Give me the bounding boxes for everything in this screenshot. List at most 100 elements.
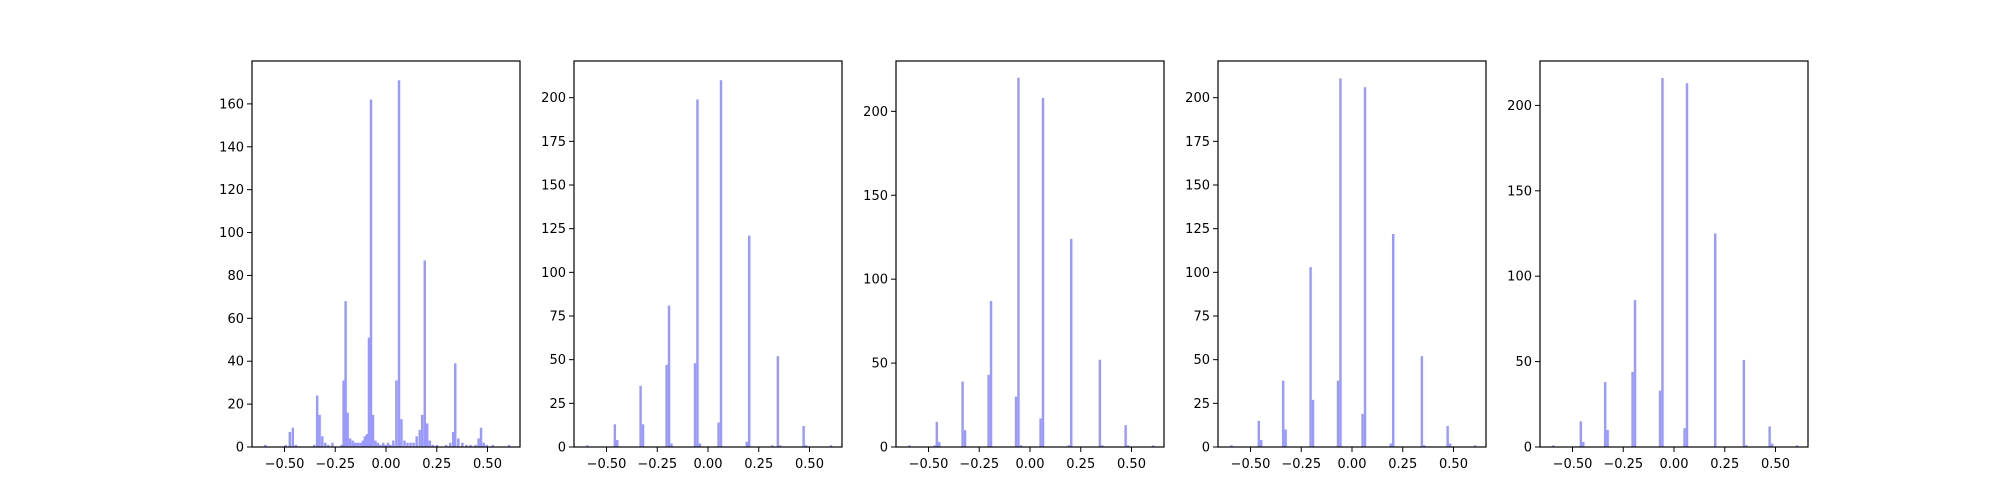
y-tick-label: 175 xyxy=(1185,135,1210,150)
x-tick-label: 0.00 xyxy=(372,457,401,472)
x-tick-label: −0.25 xyxy=(637,457,677,472)
histogram-bar xyxy=(1124,425,1127,447)
histogram-bar xyxy=(1284,429,1287,447)
histogram-bar xyxy=(376,442,380,447)
histogram-bar xyxy=(418,429,421,447)
histogram-bar xyxy=(294,444,298,447)
histogram-bar xyxy=(1603,382,1607,447)
x-tick-label: −0.25 xyxy=(315,457,355,472)
x-tick-label: 0.00 xyxy=(1660,457,1689,472)
histogram-bar xyxy=(451,431,455,447)
histogram-bar xyxy=(444,444,448,447)
histogram-bar xyxy=(415,436,418,447)
histogram-bar xyxy=(324,442,327,447)
y-tick-label: 0 xyxy=(558,441,566,456)
histogram-bar xyxy=(461,442,464,447)
histogram-bar xyxy=(641,424,645,447)
histogram-bar xyxy=(1067,445,1070,447)
histogram-bar xyxy=(348,438,352,447)
x-tick-label: 0.00 xyxy=(1016,457,1045,472)
histogram-bar xyxy=(1658,390,1662,447)
histogram-bar xyxy=(395,380,398,447)
histogram-bar xyxy=(719,80,723,448)
histogram-bar xyxy=(961,381,964,447)
histogram-bar xyxy=(1714,233,1717,447)
histogram-bar xyxy=(829,445,833,447)
x-tick-label: 0.00 xyxy=(694,457,723,472)
histogram-bar xyxy=(264,444,267,447)
y-tick-label: 100 xyxy=(219,226,244,241)
histogram-bar xyxy=(420,414,424,447)
x-tick-label: 0.25 xyxy=(744,457,773,472)
y-tick-label: 125 xyxy=(1185,222,1210,237)
histogram-bars xyxy=(264,80,511,448)
histogram-panel-2: −0.50 −0.25 0.00 0.25 0.50 0 25 50 75 100 125 150 17… xyxy=(541,60,843,472)
histogram-bar xyxy=(1017,77,1020,447)
y-tick-label: 200 xyxy=(1185,91,1210,106)
y-tick-label: 140 xyxy=(219,140,244,155)
y-tick-label: 80 xyxy=(227,269,244,284)
y-tick-label: 0 xyxy=(236,441,244,456)
histogram-bar xyxy=(359,442,362,447)
histogram-bar xyxy=(1151,445,1155,447)
histogram-bar xyxy=(963,430,967,447)
y-tick-label: 125 xyxy=(541,222,566,237)
y-tick-label: 150 xyxy=(1507,184,1532,199)
histogram-bar xyxy=(779,445,782,447)
x-tick-label: −0.50 xyxy=(1553,457,1593,472)
histogram-bar xyxy=(435,444,439,447)
histogram-bar xyxy=(804,445,808,447)
histogram-bar xyxy=(1014,396,1018,447)
histogram-bar xyxy=(1311,399,1315,447)
histogram-panel-1: −0.50 −0.25 0.00 0.25 0.50 0 20 40 60 80 100 120 140… xyxy=(219,60,521,472)
y-tick-label: 200 xyxy=(863,105,888,120)
histogram-bar xyxy=(1745,445,1748,447)
histogram-bar xyxy=(351,440,354,447)
histogram-bar xyxy=(696,99,699,448)
histogram-bar xyxy=(344,301,347,447)
histogram-bar xyxy=(381,442,385,447)
y-tick-label: 150 xyxy=(541,179,566,194)
x-tick-label: 0.25 xyxy=(1710,457,1739,472)
x-tick-label: −0.50 xyxy=(587,457,627,472)
histogram-bar xyxy=(431,444,435,447)
histogram-bar xyxy=(367,337,371,447)
histogram-bar xyxy=(1260,440,1263,447)
histogram-bar xyxy=(321,436,324,447)
histogram-bar xyxy=(1281,380,1285,447)
histogram-bar xyxy=(1420,356,1424,447)
histogram-panel-3: −0.50 −0.25 0.00 0.25 0.50 0 50 100 150 200 xyxy=(863,60,1165,472)
histogram-bar xyxy=(987,374,990,447)
histogram-bar xyxy=(327,444,330,447)
histogram-bar xyxy=(1552,445,1555,447)
histogram-bars xyxy=(1552,78,1799,447)
histogram-bar xyxy=(1742,359,1746,447)
y-tick-label: 100 xyxy=(541,266,566,281)
histogram-bar xyxy=(1446,426,1449,447)
y-tick-label: 0 xyxy=(1202,441,1210,456)
y-tick-label: 200 xyxy=(541,91,566,106)
histogram-bar xyxy=(482,442,485,447)
histogram-bar xyxy=(369,99,373,447)
y-tick-label: 20 xyxy=(227,398,244,413)
histogram-bar xyxy=(938,441,941,447)
axes-frame xyxy=(1217,60,1487,448)
histogram-bar xyxy=(491,444,495,447)
histogram-panel-4: −0.50 −0.25 0.00 0.25 0.50 0 25 50 75 100 125 150 17… xyxy=(1185,60,1487,472)
histogram-bar xyxy=(448,442,452,447)
histogram-bar xyxy=(371,414,375,447)
y-tick-label: 25 xyxy=(549,397,566,412)
histogram-bar xyxy=(1633,300,1637,447)
histogram-bar xyxy=(1685,83,1689,447)
histogram-bar xyxy=(770,445,774,447)
x-tick-label: −0.50 xyxy=(909,457,949,472)
histogram-bar xyxy=(1101,445,1104,447)
histogram-bar xyxy=(1336,380,1340,447)
histogram-bar xyxy=(1257,420,1261,447)
histogram-bar xyxy=(717,422,720,447)
histogram-bar xyxy=(406,442,409,447)
histogram-bar xyxy=(745,441,748,447)
y-tick-label: 150 xyxy=(1185,179,1210,194)
histogram-bar xyxy=(1070,238,1073,447)
histogram-bar xyxy=(1795,445,1799,447)
